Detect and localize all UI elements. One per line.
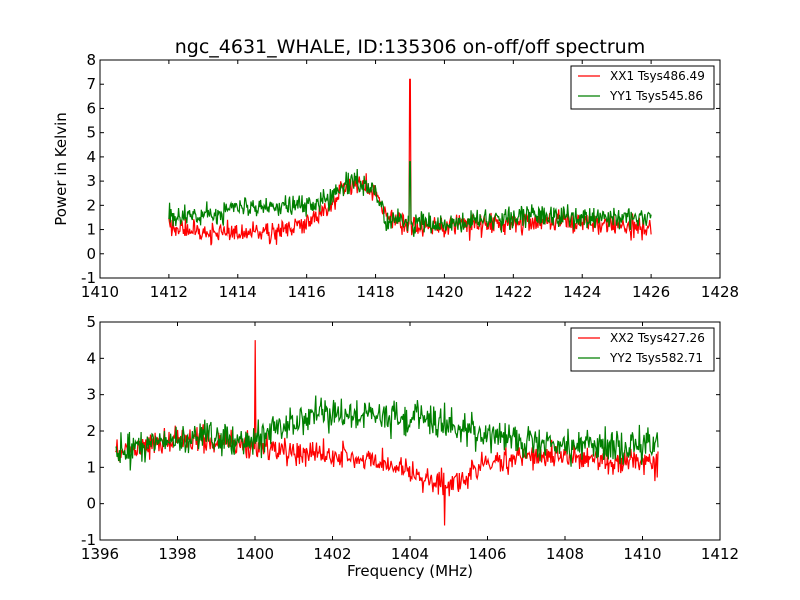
series-line-xx1 xyxy=(168,78,652,246)
top-plot-frame xyxy=(99,59,721,279)
bottom-spectrum-chart: 1396 1398 1400 1402 1404 1406 1408 1410 1412 -1 0… xyxy=(81,313,739,580)
y-tick-label: 3 xyxy=(86,386,96,404)
x-tick-label: 1406 xyxy=(468,545,506,563)
x-tick-label: 1416 xyxy=(288,283,326,301)
bottom-legend: XX2 Tsys427.26 YY2 Tsys582.71 xyxy=(570,327,715,372)
series-line-xx2 xyxy=(115,340,659,526)
x-tick-label: 1412 xyxy=(150,283,188,301)
x-tick-label: 1412 xyxy=(701,545,739,563)
top-legend-xx1-label: XX1 Tsys486.49 xyxy=(610,69,705,83)
x-tick-label: 1410 xyxy=(623,545,661,563)
top-spectrum-chart: ngc_4631_WHALE, ID:135306 on-off/off spe… xyxy=(52,36,739,301)
y-tick-label: 7 xyxy=(86,75,96,93)
top-x-axis: 1410 1412 1414 1416 1418 1420 1422 1424 1426 1428 xyxy=(81,60,739,301)
y-tick-label: 1 xyxy=(86,221,96,239)
x-tick-label: 1426 xyxy=(632,283,670,301)
y-tick-label: 6 xyxy=(86,99,96,117)
y-tick-label: 2 xyxy=(86,196,96,214)
top-chart-title: ngc_4631_WHALE, ID:135306 on-off/off spe… xyxy=(175,36,646,58)
series-line-yy1 xyxy=(168,161,652,237)
x-tick-label: 1402 xyxy=(313,545,351,563)
x-tick-label: 1414 xyxy=(219,283,257,301)
x-tick-label: 1418 xyxy=(356,283,394,301)
top-y-axis: -1 0 1 2 3 4 5 6 7 8 xyxy=(81,51,720,287)
x-tick-label: 1404 xyxy=(391,545,429,563)
y-tick-label: 4 xyxy=(86,148,96,166)
series-line-yy2 xyxy=(115,395,659,471)
x-tick-label: 1408 xyxy=(546,545,584,563)
y-tick-label: 0 xyxy=(86,495,96,513)
y-tick-label: 0 xyxy=(86,245,96,263)
x-tick-label: 1424 xyxy=(563,283,601,301)
y-tick-label: 1 xyxy=(86,458,96,476)
top-series-group xyxy=(168,78,652,246)
bottom-legend-xx2-label: XX2 Tsys427.26 xyxy=(610,331,705,345)
bottom-series-group xyxy=(115,340,659,526)
x-tick-label: 1396 xyxy=(81,545,119,563)
x-tick-label: 1420 xyxy=(425,283,463,301)
x-tick-label: 1398 xyxy=(158,545,196,563)
x-tick-label: 1400 xyxy=(236,545,274,563)
y-tick-label: 4 xyxy=(86,349,96,367)
y-tick-label: 8 xyxy=(86,51,96,69)
y-tick-label: -1 xyxy=(81,531,96,549)
y-tick-label: 2 xyxy=(86,422,96,440)
y-tick-label: -1 xyxy=(81,269,96,287)
top-legend: XX1 Tsys486.49 YY1 Tsys545.86 xyxy=(570,65,715,110)
y-tick-label: 5 xyxy=(86,313,96,331)
top-legend-yy1-label: YY1 Tsys545.86 xyxy=(609,89,703,103)
y-tick-label: 5 xyxy=(86,124,96,142)
x-tick-label: 1428 xyxy=(701,283,739,301)
x-tick-label: 1410 xyxy=(81,283,119,301)
bottom-x-axis-label: Frequency (MHz) xyxy=(347,562,473,580)
bottom-y-axis: -1 0 1 2 3 4 5 xyxy=(81,313,720,549)
top-y-axis-label: Power in Kelvin xyxy=(52,112,70,226)
bottom-legend-yy2-label: YY2 Tsys582.71 xyxy=(609,351,703,365)
x-tick-label: 1422 xyxy=(494,283,532,301)
bottom-legend-box xyxy=(570,327,715,372)
y-tick-label: 3 xyxy=(86,172,96,190)
bottom-x-axis: 1396 1398 1400 1402 1404 1406 1408 1410 1412 xyxy=(81,322,739,563)
top-legend-box xyxy=(570,65,715,110)
